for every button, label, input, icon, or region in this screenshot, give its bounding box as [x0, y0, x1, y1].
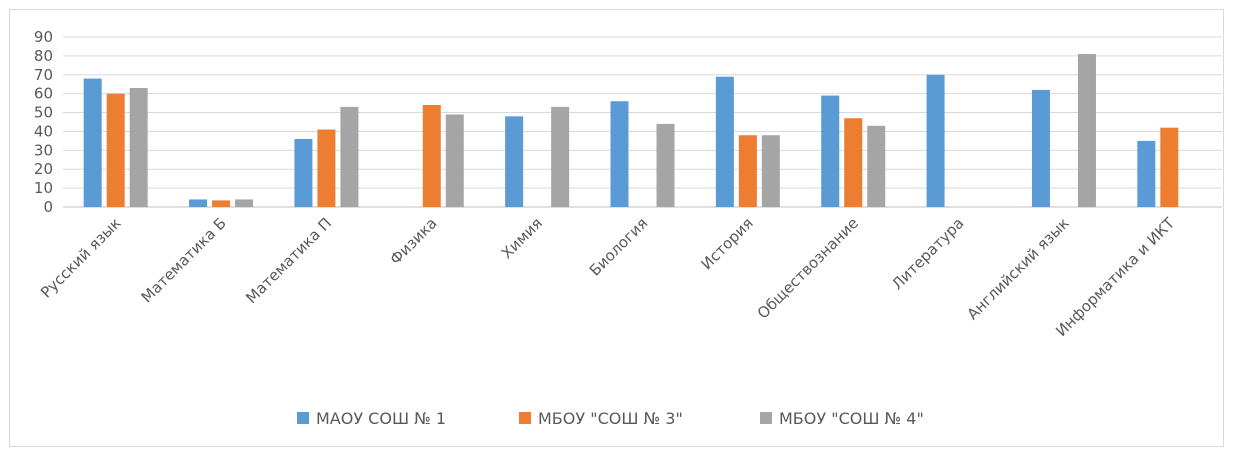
x-category-label: Обществознание — [754, 214, 862, 322]
y-tick-label: 80 — [34, 47, 53, 65]
x-category-label: Русский язык — [37, 214, 124, 301]
bar — [1137, 140, 1156, 207]
y-tick-label: 20 — [34, 160, 53, 178]
bar — [551, 106, 570, 207]
bar — [83, 78, 102, 207]
legend-label: МБОУ "СОШ № 4" — [779, 409, 924, 428]
bar — [761, 135, 780, 207]
bar — [867, 125, 886, 207]
bar — [189, 199, 208, 207]
bar — [1031, 89, 1050, 207]
x-category-label: История — [698, 214, 757, 273]
bar — [340, 106, 359, 207]
bar — [656, 123, 675, 207]
legend-label: МБОУ "СОШ № 3" — [538, 409, 683, 428]
gridlines — [63, 36, 1222, 208]
y-tick-label: 60 — [34, 85, 53, 103]
bar — [715, 76, 734, 208]
y-tick-label: 30 — [34, 141, 53, 159]
x-category-label: Математика Б — [138, 214, 230, 306]
y-tick-label: 10 — [34, 179, 53, 197]
bar — [610, 101, 629, 207]
x-category-label: Литература — [888, 214, 967, 293]
y-tick-label: 90 — [34, 28, 53, 46]
bar — [821, 95, 840, 207]
y-tick-label: 40 — [34, 122, 53, 140]
bar — [129, 88, 148, 207]
x-category-label: Биология — [586, 214, 652, 280]
bar — [294, 139, 313, 207]
bar — [317, 129, 336, 207]
bar — [1160, 127, 1179, 207]
bars — [83, 54, 1179, 208]
bar — [844, 118, 863, 207]
y-tick-label: 70 — [34, 66, 53, 84]
bar — [445, 114, 464, 207]
legend-swatch — [297, 412, 309, 424]
bar — [738, 135, 757, 207]
bar — [505, 116, 524, 207]
x-category-label: Физика — [386, 214, 440, 268]
y-tick-label: 50 — [34, 104, 53, 122]
bar — [212, 200, 231, 207]
legend-swatch — [760, 412, 772, 424]
bar — [1077, 54, 1096, 207]
x-category-label: Математика П — [242, 214, 335, 307]
bar — [926, 74, 945, 208]
legend-swatch — [519, 412, 531, 424]
x-category-label: Химия — [498, 214, 546, 262]
legend: МАОУ СОШ № 1 МБОУ "СОШ № 3" МБОУ "СОШ № 4" — [297, 409, 924, 428]
y-tick-label: 0 — [43, 198, 53, 216]
legend-label: МАОУ СОШ № 1 — [316, 409, 446, 428]
bar — [106, 93, 125, 207]
x-category-label: Информатика и ИКТ — [1052, 214, 1179, 341]
chart-frame — [9, 9, 1224, 447]
bar — [422, 105, 441, 207]
bar — [235, 199, 254, 207]
x-category-label: Английский язык — [964, 214, 1073, 323]
x-axis-labels: Русский язык Математика Б Математика П Физи… — [37, 214, 1179, 341]
